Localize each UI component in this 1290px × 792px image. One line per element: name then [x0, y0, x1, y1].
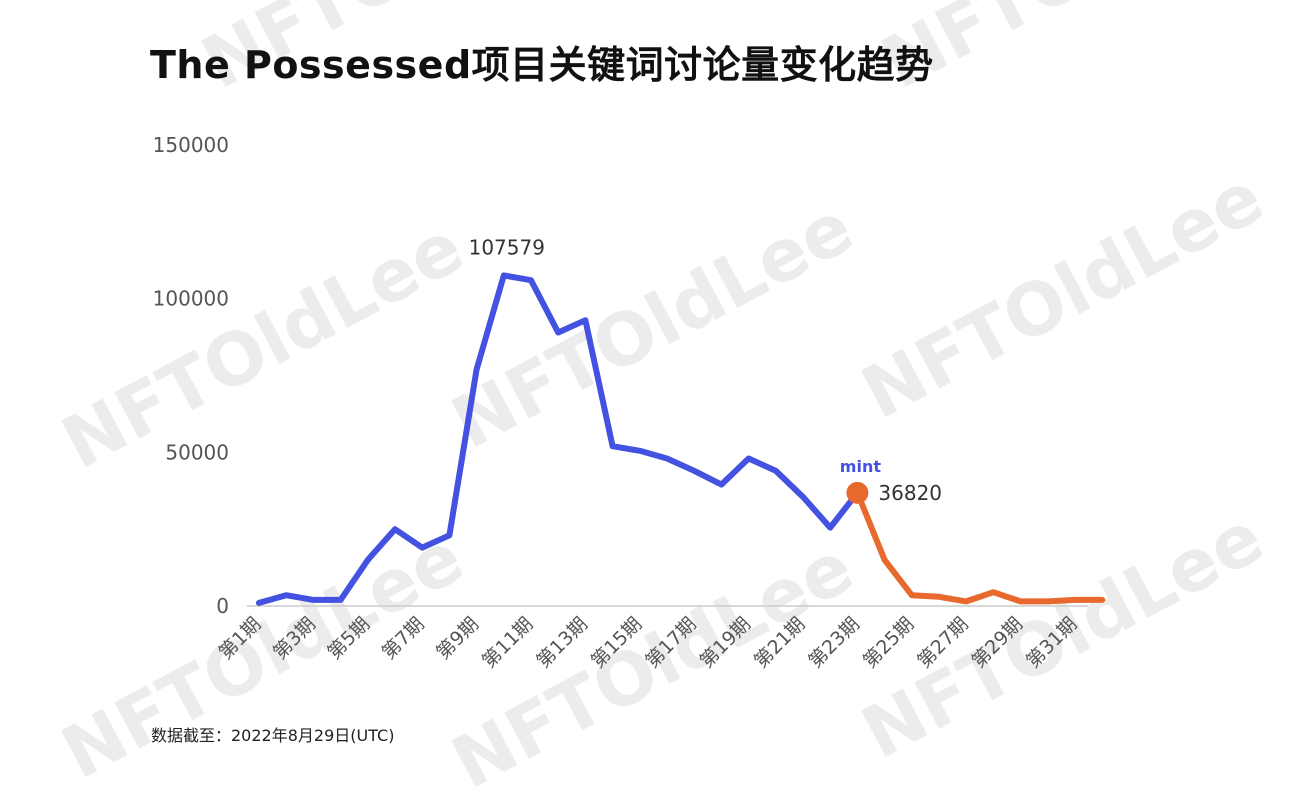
- data-label: 107579: [469, 235, 545, 259]
- mint-label: mint: [840, 457, 882, 476]
- data-point: [392, 526, 398, 532]
- watermark-text: NFTOldLee: [49, 204, 477, 485]
- data-point: [474, 366, 480, 372]
- watermark-text: NFTOldLee: [439, 184, 867, 465]
- data-point: [365, 557, 371, 563]
- series-line-post-mint: [854, 489, 1106, 605]
- data-point: [338, 597, 344, 603]
- x-tick-label: 第11期: [478, 613, 538, 673]
- y-tick-label: 0: [216, 594, 229, 618]
- chart-title: The Possessed项目关键词讨论量变化趋势: [150, 43, 934, 87]
- source-note: 数据截至：2022年8月29日(UTC): [151, 726, 395, 745]
- data-point: [1018, 598, 1024, 604]
- data-point: [310, 597, 316, 603]
- data-point: [827, 525, 833, 531]
- data-point: [446, 532, 452, 538]
- data-point: [637, 448, 643, 454]
- watermark-text: NFTOldLee: [849, 154, 1277, 435]
- data-point: [773, 468, 779, 474]
- data-point: [256, 600, 262, 606]
- x-tick-label: 第9期: [432, 613, 483, 664]
- data-point: [691, 468, 697, 474]
- data-point: [582, 317, 588, 323]
- y-tick-label: 150000: [153, 133, 229, 157]
- y-tick-label: 100000: [153, 287, 229, 311]
- data-point: [528, 277, 534, 283]
- data-point: [1099, 597, 1105, 603]
- data-point: [963, 598, 969, 604]
- data-point: [718, 482, 724, 488]
- data-point: [555, 329, 561, 335]
- y-tick-label: 50000: [165, 440, 229, 464]
- series-layer: [256, 272, 1106, 606]
- data-point: [419, 545, 425, 551]
- data-point: [936, 594, 942, 600]
- watermark-text: NFTOldLee: [49, 514, 477, 792]
- x-tick-label: 第25期: [859, 613, 919, 673]
- data-point: [283, 592, 289, 598]
- data-point: [664, 455, 670, 461]
- data-point: [990, 589, 996, 595]
- data-point: [501, 272, 507, 278]
- data-point: [882, 557, 888, 563]
- data-point: [1045, 598, 1051, 604]
- data-point: [800, 494, 806, 500]
- data-point: [1072, 597, 1078, 603]
- data-label: 36820: [878, 481, 942, 505]
- data-point: [909, 592, 915, 598]
- annotation-layer: 107579 mint 36820: [469, 235, 942, 504]
- mint-marker: [846, 481, 869, 504]
- y-axis: 0 50000 100000 150000: [153, 133, 229, 618]
- watermark-layer: NFTOldLeeNFTOldLeeNFTOldLeeNFTOldLeeNFTO…: [49, 0, 1290, 792]
- data-point: [610, 443, 616, 449]
- data-point: [746, 455, 752, 461]
